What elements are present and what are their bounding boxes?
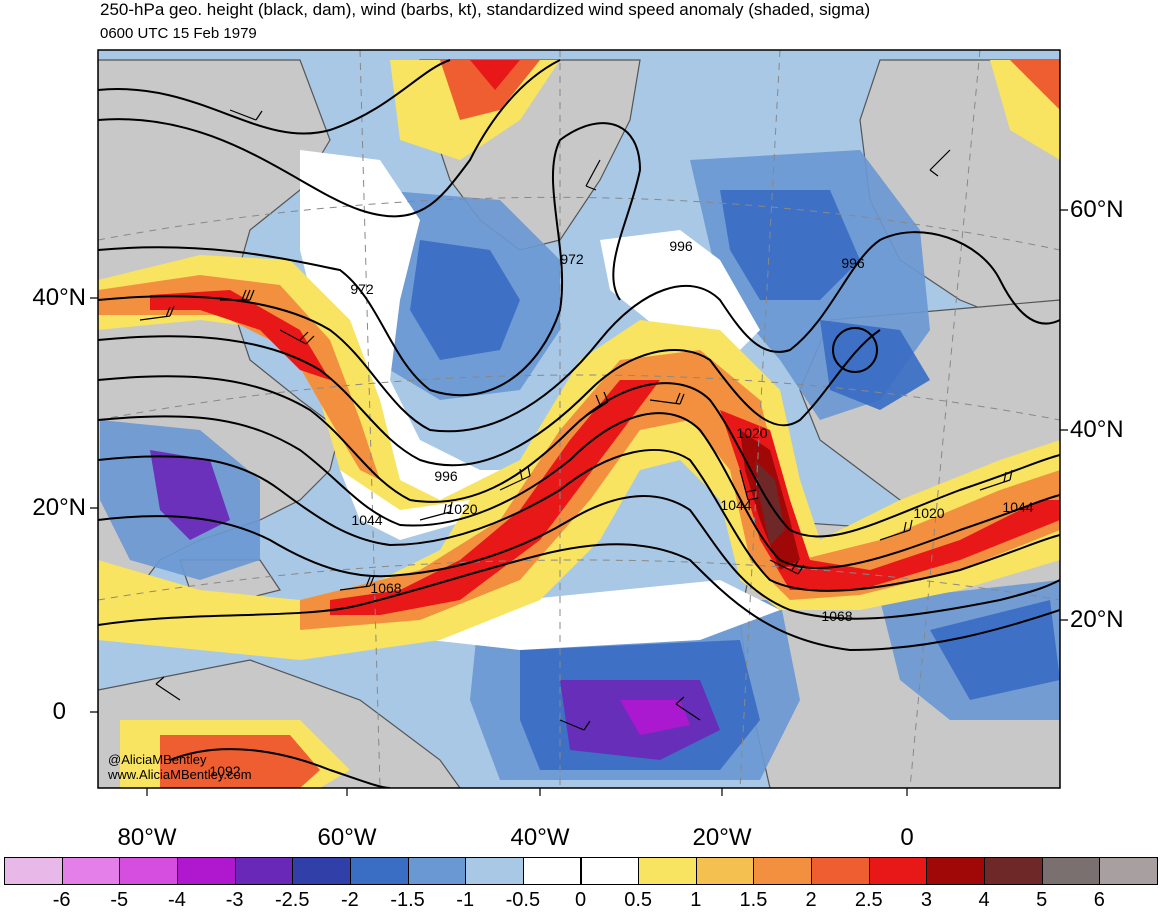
contour-label: 1020	[736, 425, 767, 441]
lat-label-right: 60°N	[1070, 196, 1124, 223]
colorbar-label: -2.5	[275, 889, 310, 911]
colorbar-swatch	[1099, 857, 1158, 885]
contour-label: 996	[434, 468, 458, 484]
lat-label-left: 40°N	[32, 284, 86, 311]
colorbar-swatch	[292, 857, 351, 885]
anomaly-red-band	[330, 380, 660, 615]
colorbar-swatch	[638, 857, 697, 885]
anomaly-orange-band	[440, 60, 540, 120]
colorbar-label: 4	[978, 889, 990, 911]
colorbar-label: 1	[690, 889, 702, 911]
colorbar-label: -1.5	[390, 889, 425, 911]
colorbar-label: 0.5	[624, 889, 653, 911]
colorbar-label: 5	[1036, 889, 1048, 911]
lon-label: 60°W	[317, 824, 377, 851]
colorbar-swatch	[695, 857, 755, 885]
lat-label-left: 20°N	[32, 494, 86, 521]
wind-barbs	[139, 109, 1013, 731]
colorbar-label: 1.5	[739, 889, 768, 911]
anomaly-purple-region	[150, 450, 230, 540]
anomaly-red-band	[470, 60, 520, 90]
contour-label: 972	[350, 281, 374, 297]
contour-label: 1068	[821, 608, 852, 624]
colorbar-label: 6	[1093, 889, 1105, 911]
colorbar-label: -0.5	[505, 889, 541, 911]
colorbar-swatch	[984, 857, 1043, 885]
contour-label: 1068	[370, 580, 401, 596]
colorbar-swatch	[580, 857, 640, 885]
contour-label: 1020	[913, 505, 944, 521]
contour-label: 996	[841, 255, 865, 271]
colorbar-label: -2	[340, 889, 359, 911]
colorbar-swatch	[176, 857, 236, 885]
lon-label: 0	[900, 824, 914, 851]
colorbar-swatch	[119, 857, 178, 885]
map-subtitle: 0600 UTC 15 Feb 1979	[100, 25, 257, 42]
colorbar-swatch	[61, 857, 121, 885]
colorbar-label: 2.5	[854, 889, 883, 911]
colorbar-label: -3	[225, 889, 244, 911]
colorbar-label: 2	[805, 889, 817, 911]
anomaly-orange-band	[98, 275, 380, 480]
lon-label: 20°W	[692, 824, 752, 851]
anomaly-neutral-region	[420, 580, 780, 650]
anomaly-blue-region	[930, 600, 1060, 700]
lon-label: 80°W	[117, 824, 177, 851]
map-plot-area: 972 972 996 996 996 1020 1020 1020 1044 …	[98, 50, 1060, 788]
colorbar-swatch	[753, 857, 813, 885]
colorbar-swatch	[465, 857, 524, 885]
contour-labels: 972 972 996 996 996 1020 1020 1020 1044 …	[209, 238, 1033, 779]
map-frame	[97, 49, 1061, 789]
colorbar-swatch	[407, 857, 467, 885]
contour-label: 1092	[209, 763, 240, 779]
colorbar-label: -5	[110, 889, 129, 911]
anomaly-blue-region	[410, 240, 520, 360]
colorbar-swatch	[811, 857, 870, 885]
colorbar-swatch	[349, 857, 409, 885]
colorbar-label: -4	[168, 889, 186, 911]
colorbar-label: -1	[456, 889, 475, 911]
lon-label: 40°W	[510, 824, 570, 851]
anomaly-neutral-region	[600, 230, 760, 360]
anomaly-red-band	[720, 410, 1060, 590]
contour-label: 1044	[351, 512, 382, 528]
colorbar-swatch	[868, 857, 928, 885]
anomaly-violet-region	[620, 700, 690, 735]
contour-label: 996	[669, 238, 693, 254]
colorbar-label: 0	[574, 889, 587, 911]
lat-label-left: 0	[52, 698, 66, 725]
anomaly-red-band	[150, 290, 330, 380]
lat-label-right: 40°N	[1070, 416, 1124, 443]
lat-label-right: 20°N	[1070, 606, 1124, 633]
contour-label: 972	[560, 251, 584, 267]
colorbar-swatch	[4, 857, 63, 885]
colorbar-label: -6	[52, 889, 71, 911]
axis-ticks	[90, 209, 1068, 796]
credit-handle: @AliciaMBentley	[108, 752, 207, 767]
colorbar-label: 3	[920, 889, 932, 911]
anomaly-orange-band	[160, 735, 320, 788]
colorbar-swatch	[926, 857, 986, 885]
colorbar-swatch	[522, 857, 582, 885]
contour-label: 1044	[1002, 499, 1033, 515]
height-contours	[98, 59, 1060, 788]
credit-website: www.AliciaMBentley.com	[108, 767, 252, 782]
map-title: 250-hPa geo. height (black, dam), wind (…	[100, 0, 871, 19]
colorbar-swatch	[1041, 857, 1101, 885]
colorbar-swatch	[234, 857, 294, 885]
contour-label: 1044	[720, 497, 751, 513]
contour-label: 1020	[446, 501, 477, 517]
anomaly-blue-region	[820, 320, 930, 410]
anomaly-orange-band	[1010, 60, 1060, 110]
anomaly-blue-region	[720, 190, 860, 300]
